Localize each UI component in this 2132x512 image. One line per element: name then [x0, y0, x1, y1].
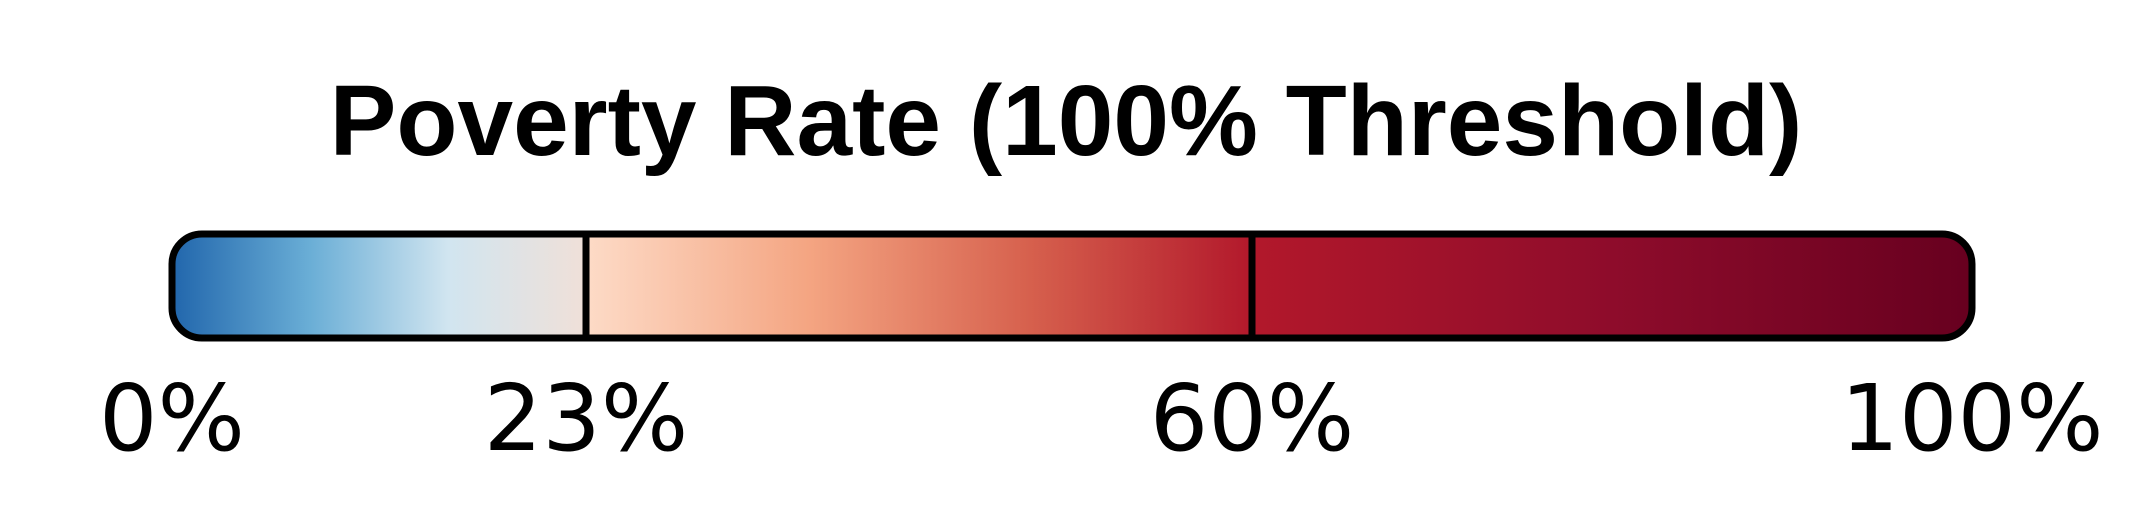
color-segment-23-60: [586, 234, 1253, 338]
tick-label-0: 0%: [99, 365, 245, 472]
legend-title: Poverty Rate (100% Threshold): [330, 65, 1803, 177]
tick-label-23: 23%: [484, 365, 688, 472]
tick-label-60: 60%: [1150, 365, 1354, 472]
color-segment-0-23: [172, 234, 587, 338]
color-segment-60-100: [1252, 234, 1972, 338]
color-bar-outline: [168, 230, 1976, 342]
color-bar: [168, 230, 1976, 342]
tick-labels: 0% 23% 60% 100%: [99, 365, 2103, 472]
color-bar-fill: [172, 234, 1972, 338]
tick-label-100: 100%: [1840, 365, 2103, 472]
